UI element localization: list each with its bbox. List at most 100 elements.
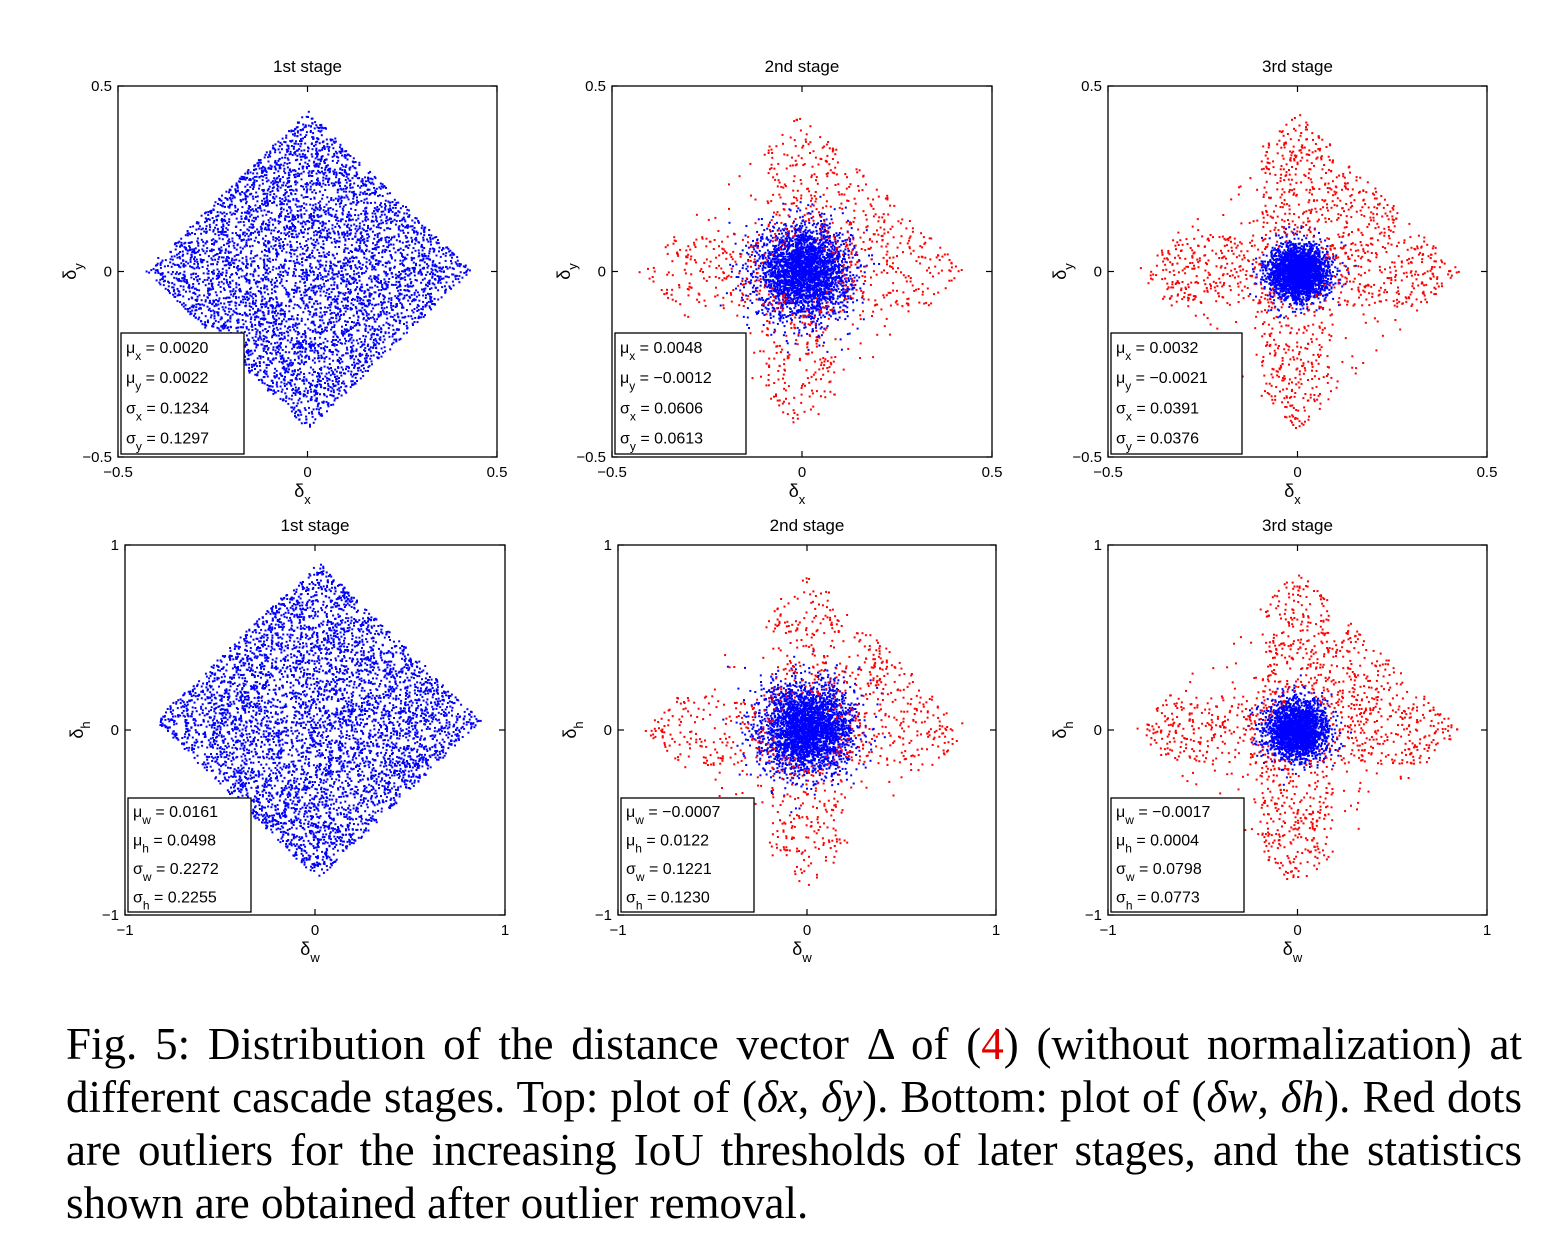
inlier-point [287, 402, 290, 405]
inlier-point [383, 185, 386, 188]
inlier-point [198, 249, 200, 252]
inlier-point [363, 367, 365, 370]
inlier-point [155, 264, 158, 267]
inlier-point [313, 189, 316, 192]
inlier-point [438, 262, 441, 265]
inlier-point [175, 277, 178, 280]
inlier-point [253, 359, 255, 362]
inlier-point [294, 180, 297, 183]
inlier-point [378, 281, 381, 284]
inlier-point [347, 259, 349, 262]
inlier-point [309, 328, 312, 331]
inlier-point [427, 240, 430, 243]
inlier-point [237, 318, 240, 321]
inlier-point [241, 314, 244, 316]
inlier-point [281, 284, 284, 287]
inlier-point [223, 211, 226, 214]
inlier-point [310, 344, 313, 347]
inlier-point [300, 401, 303, 404]
inlier-point [343, 248, 346, 251]
inlier-point [314, 203, 317, 206]
inlier-point [292, 274, 294, 277]
inlier-point [269, 260, 272, 263]
inlier-point [289, 140, 292, 142]
inlier-point [421, 259, 424, 262]
inlier-point [332, 359, 335, 362]
inlier-point [220, 316, 223, 319]
inlier-point [442, 253, 445, 256]
inlier-point [316, 155, 319, 158]
inlier-point [423, 247, 426, 249]
inlier-point [323, 360, 326, 363]
inlier-point [315, 331, 318, 334]
inlier-point [207, 276, 210, 279]
inlier-point [312, 132, 315, 135]
inlier-point [328, 293, 331, 296]
inlier-point [252, 172, 255, 175]
inlier-point [364, 369, 367, 372]
inlier-point [280, 215, 283, 217]
inlier-point [283, 314, 286, 317]
inlier-point [406, 274, 409, 277]
inlier-point [219, 290, 222, 293]
inlier-point [403, 323, 405, 325]
inlier-point [253, 165, 256, 168]
inlier-point [283, 193, 286, 196]
inlier-point [366, 288, 369, 291]
inlier-point [369, 357, 372, 360]
inlier-point [344, 184, 347, 187]
inlier-point [357, 342, 360, 345]
inlier-point [422, 229, 425, 232]
inlier-point [222, 282, 225, 285]
inlier-point [237, 326, 239, 329]
inlier-point [311, 305, 314, 308]
inlier-point [228, 206, 231, 209]
inlier-point [428, 250, 431, 253]
inlier-point [405, 224, 408, 227]
inlier-point [239, 235, 241, 238]
inlier-point [159, 283, 162, 286]
inlier-point [333, 373, 336, 376]
inlier-point [230, 200, 233, 203]
inlier-point [230, 300, 233, 303]
inlier-point [367, 354, 370, 357]
inlier-point [245, 313, 248, 316]
inlier-point [177, 279, 180, 282]
inlier-point [368, 295, 371, 298]
inlier-point [378, 342, 380, 345]
inlier-point [324, 171, 327, 174]
inlier-point [342, 354, 345, 357]
inlier-point [372, 354, 375, 357]
inlier-point [288, 206, 291, 209]
inlier-point [325, 260, 328, 263]
inlier-point [311, 222, 314, 225]
inlier-point [294, 173, 297, 176]
inlier-point [332, 403, 335, 406]
inlier-point [275, 320, 277, 323]
inlier-point [428, 258, 431, 261]
inlier-point [275, 163, 278, 166]
inlier-point [291, 374, 294, 377]
inlier-point [224, 306, 227, 309]
inlier-point [225, 264, 228, 267]
inlier-point [327, 279, 329, 282]
inlier-point [353, 273, 356, 276]
inlier-point [232, 194, 234, 197]
inlier-point [417, 271, 420, 274]
inlier-point [364, 183, 366, 186]
inlier-point [262, 165, 264, 168]
inlier-point [263, 166, 266, 169]
inlier-point [413, 230, 415, 233]
inlier-point [249, 321, 252, 324]
inlier-point [336, 285, 339, 288]
inlier-point [262, 340, 265, 343]
inlier-point [386, 236, 388, 239]
inlier-point [335, 344, 338, 346]
inlier-point [216, 263, 219, 266]
inlier-point [425, 257, 428, 260]
inlier-point [385, 271, 387, 274]
inlier-point [191, 232, 194, 234]
inlier-point [386, 273, 389, 276]
inlier-point [296, 175, 299, 178]
inlier-point [280, 163, 283, 166]
